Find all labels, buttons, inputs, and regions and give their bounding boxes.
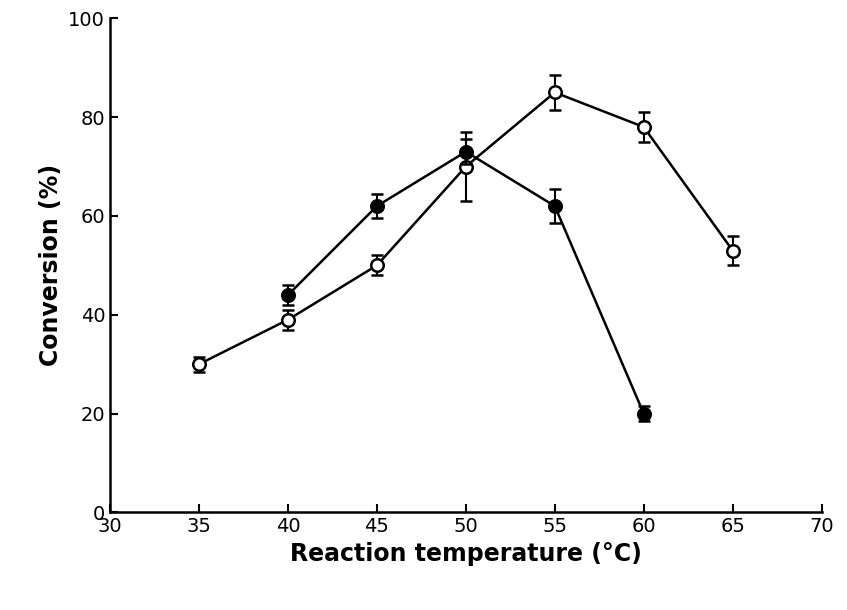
Y-axis label: Conversion (%): Conversion (%) (39, 164, 63, 367)
X-axis label: Reaction temperature (°C): Reaction temperature (°C) (290, 542, 642, 566)
